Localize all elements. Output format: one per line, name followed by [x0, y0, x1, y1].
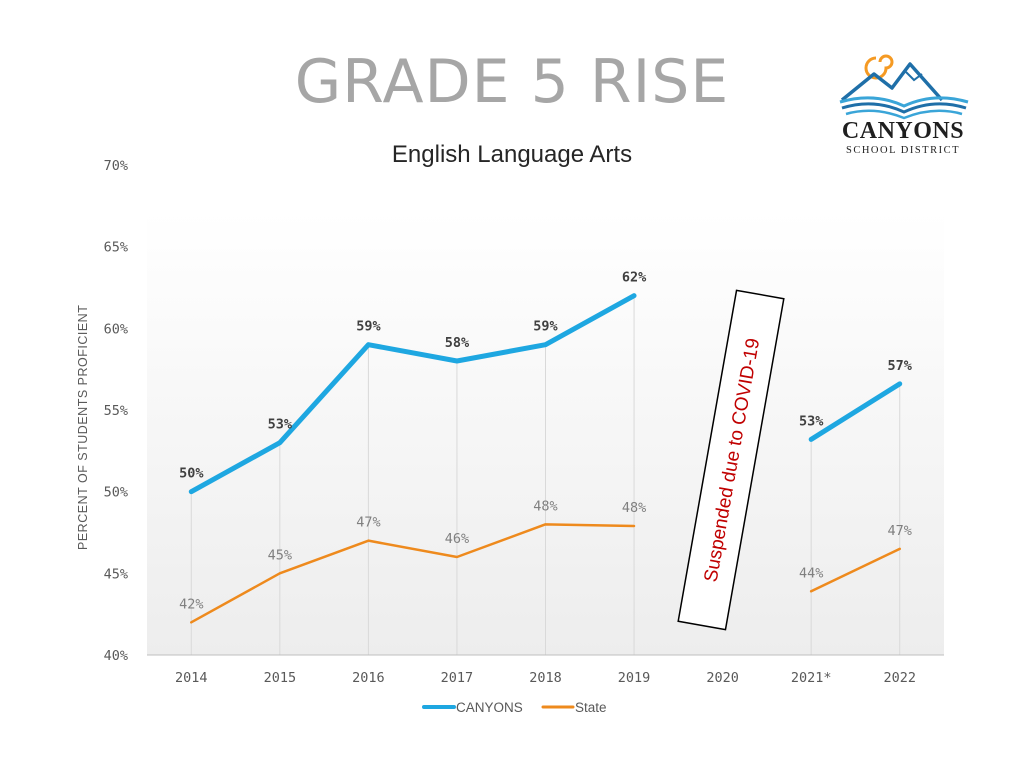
page-title: GRADE 5 RISE [294, 47, 730, 117]
data-label-state: 45% [268, 547, 292, 563]
chart-subtitle: English Language Arts [391, 141, 633, 168]
x-tick-label: 2022 [883, 670, 916, 686]
data-label-state: 44% [799, 565, 823, 581]
data-label-canyons: 57% [888, 358, 913, 374]
legend-label-state: State [575, 700, 607, 715]
y-tick-label: 70% [104, 158, 128, 174]
data-label-canyons: 50% [179, 466, 204, 482]
y-tick-label: 60% [104, 321, 128, 337]
sun-spiral-icon [864, 54, 894, 80]
x-tick-label: 2020 [706, 670, 739, 686]
x-tick-label: 2016 [352, 670, 385, 686]
legend-label-canyons: CANYONS [456, 700, 523, 715]
data-label-canyons: 53% [799, 413, 824, 429]
series-line-canyons [188, 293, 637, 495]
y-tick-label: 55% [104, 403, 128, 419]
y-tick-label: 50% [104, 485, 128, 501]
data-label-state: 48% [622, 500, 646, 516]
data-label-canyons: 59% [356, 319, 381, 335]
series-line-state [190, 523, 636, 624]
x-tick-label: 2015 [264, 670, 297, 686]
data-label-state: 47% [356, 515, 380, 531]
y-tick-label: 40% [104, 648, 128, 664]
x-tick-label: 2018 [529, 670, 562, 686]
data-label-state: 46% [445, 531, 469, 547]
data-label-canyons: 58% [445, 335, 470, 351]
legend: CANYONS State [422, 700, 607, 715]
y-tick-label: 45% [104, 566, 128, 582]
annotation-box [677, 289, 785, 631]
x-tick-label: 2014 [175, 670, 208, 686]
series-line-state [809, 547, 901, 593]
x-tick-label: 2019 [618, 670, 651, 686]
data-label-canyons: 53% [268, 417, 293, 433]
data-label-state: 47% [888, 523, 912, 539]
x-tick-label: 2017 [441, 670, 474, 686]
logo-subname: SCHOOL DISTRICT [846, 145, 960, 156]
x-tick-label: 2021* [791, 670, 832, 686]
data-label-canyons: 59% [533, 319, 558, 335]
logo-name: CANYONS [841, 118, 965, 144]
series-line-canyons [808, 381, 903, 442]
data-label-state: 42% [179, 596, 203, 612]
data-label-canyons: 62% [622, 270, 647, 286]
book-waves-icon [839, 96, 969, 108]
y-tick-label: 65% [104, 240, 128, 256]
district-logo [839, 54, 969, 120]
data-label-state: 48% [533, 498, 557, 514]
y-axis-label: PERCENT OF STUDENTS PROFICIENT [76, 305, 90, 550]
